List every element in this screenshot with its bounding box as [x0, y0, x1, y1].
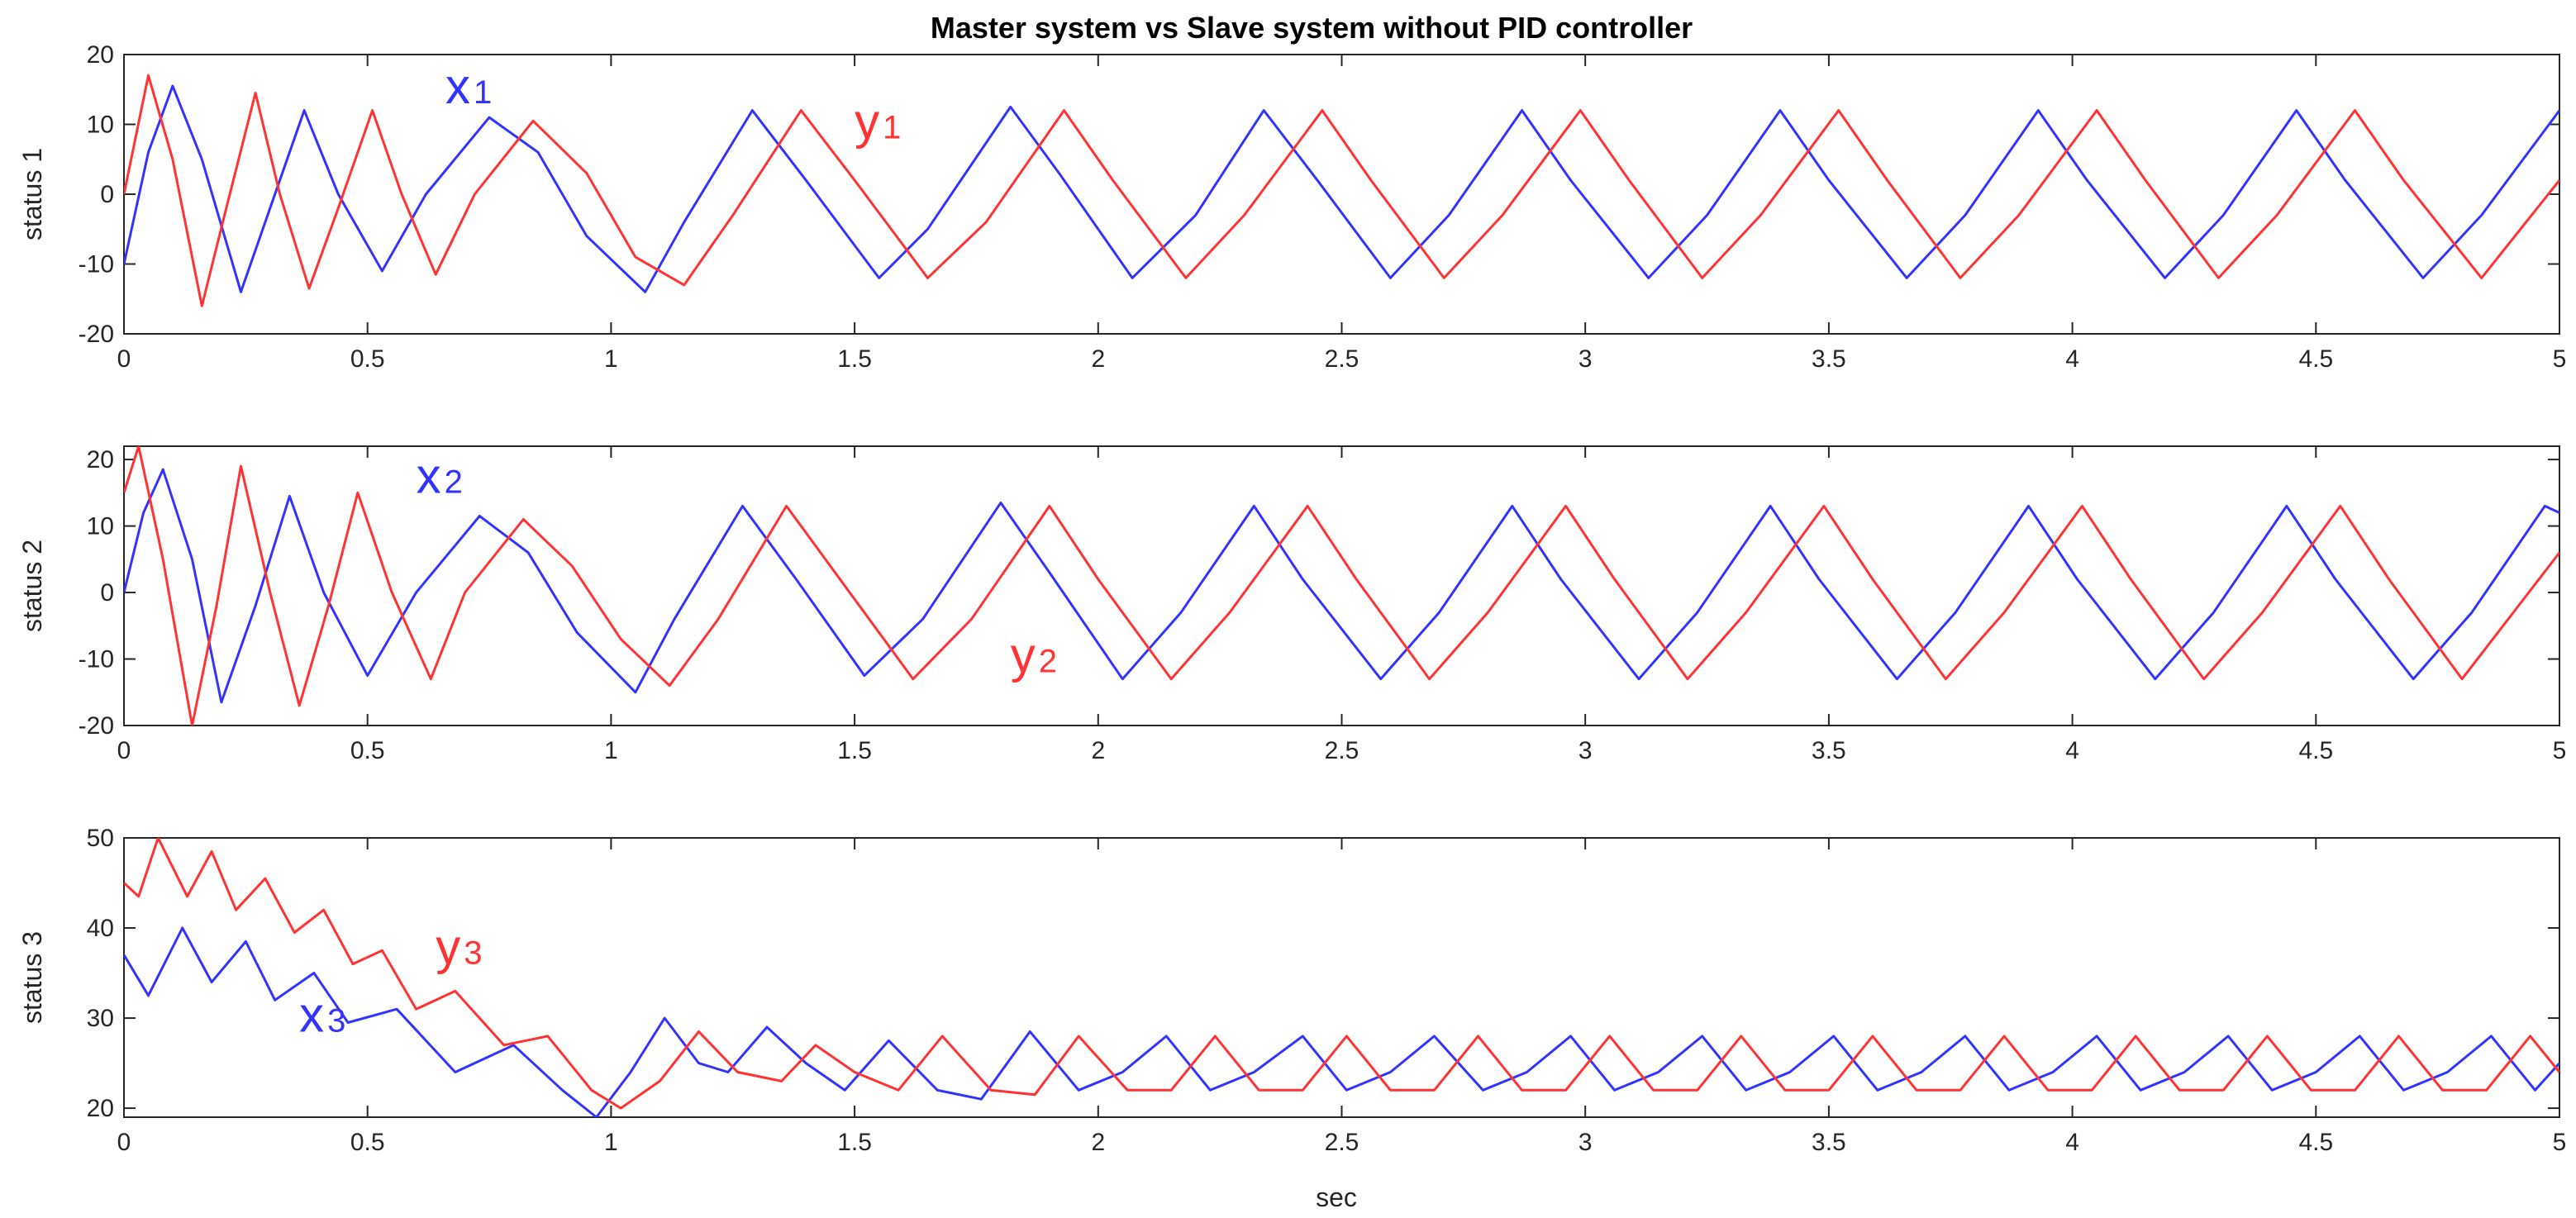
x-tick-label: 0: [117, 737, 131, 764]
x-tick-label: 2: [1091, 737, 1105, 764]
y-tick-label: 0: [100, 181, 114, 208]
series-line-x2: [124, 468, 2559, 704]
x-tick-label: 3: [1578, 737, 1593, 764]
y-tick-label: 20: [87, 1095, 114, 1122]
axes-box: [123, 54, 2560, 335]
x-tick-label: 5: [2553, 345, 2567, 373]
series-line-y1: [124, 74, 2559, 307]
y-tick-label: -20: [79, 321, 114, 348]
y-axis-label: status 3: [17, 931, 47, 1024]
x-tick-label: 3.5: [1812, 345, 1846, 373]
y-tick-label: 50: [87, 825, 114, 852]
y-tick-label: 20: [87, 446, 114, 473]
y-tick-label: 40: [87, 915, 114, 942]
x-tick-label: 1: [604, 345, 618, 373]
x-axis-label: sec: [1316, 1182, 1357, 1212]
x-tick-label: 0: [117, 1129, 131, 1156]
y-tick-label: 20: [87, 41, 114, 69]
series-line-x1: [124, 84, 2559, 293]
series-line-y3: [124, 838, 2559, 1110]
subplot-1: 0 0.5 1 1.5 2 2.5 3 3.5 4 4.5 5 20 10 0 -10 -20 status 1…: [17, 41, 2566, 373]
x-tick-label: 2.5: [1325, 345, 1359, 373]
x-tick-label: 0.5: [350, 1129, 385, 1156]
x-tick-label: 1.5: [837, 1129, 872, 1156]
x-tick-label: 0.5: [350, 345, 385, 373]
x-tick-label: 4: [2065, 345, 2079, 373]
y-tick-label: -20: [79, 712, 114, 740]
x-tick-label: 5: [2553, 1129, 2567, 1156]
x-tick-label: 4.5: [2298, 737, 2333, 764]
x-tick-label: 3.5: [1812, 737, 1846, 764]
x-tick-label: 4: [2065, 1129, 2079, 1156]
x-tick-label: 5: [2553, 737, 2567, 764]
y-axis-label: status 1: [17, 148, 47, 240]
x-tick-label: 4.5: [2298, 345, 2333, 373]
x-tick-label: 3: [1578, 345, 1593, 373]
y-tick-label: -10: [79, 646, 114, 673]
series-line-y2: [124, 446, 2559, 726]
chart-title: Master system vs Slave system without PI…: [931, 11, 1693, 45]
x-tick-label: 0.5: [350, 737, 385, 764]
x-tick-label: 4: [2065, 737, 2079, 764]
x-tick-label: 2.5: [1325, 1129, 1359, 1156]
x-tick-label: 1.5: [837, 737, 872, 764]
y-tick-label: 10: [87, 112, 114, 139]
x-tick-label: 2: [1091, 1129, 1105, 1156]
subplot-2: 0 0.5 1 1.5 2 2.5 3 3.5 4 4.5 5 20 10 0 -10 -20 status 2…: [17, 445, 2567, 764]
x-tick-label: 3.5: [1812, 1129, 1846, 1156]
y-tick-label: 30: [87, 1005, 114, 1032]
y-tick-label: 0: [100, 579, 114, 607]
series-line-x3: [124, 926, 2559, 1117]
subplot-3: 0 0.5 1 1.5 2 2.5 3 3.5 4 4.5 5 50 40 30 20 status 3 x 3 y…: [17, 825, 2566, 1156]
axes-box: [123, 837, 2560, 1118]
x-tick-label: 2: [1091, 345, 1105, 373]
x-tick-label: 1: [604, 1129, 618, 1156]
x-tick-label: 4.5: [2298, 1129, 2333, 1156]
axes-box: [123, 445, 2560, 726]
x-tick-label: 0: [117, 345, 131, 373]
y-tick-label: 10: [87, 513, 114, 540]
x-tick-label: 1.5: [837, 345, 872, 373]
x-tick-label: 1: [604, 737, 618, 764]
y-tick-label: -10: [79, 251, 114, 278]
y-axis-label: status 2: [17, 540, 47, 632]
x-tick-label: 2.5: [1325, 737, 1359, 764]
x-tick-label: 3: [1578, 1129, 1593, 1156]
